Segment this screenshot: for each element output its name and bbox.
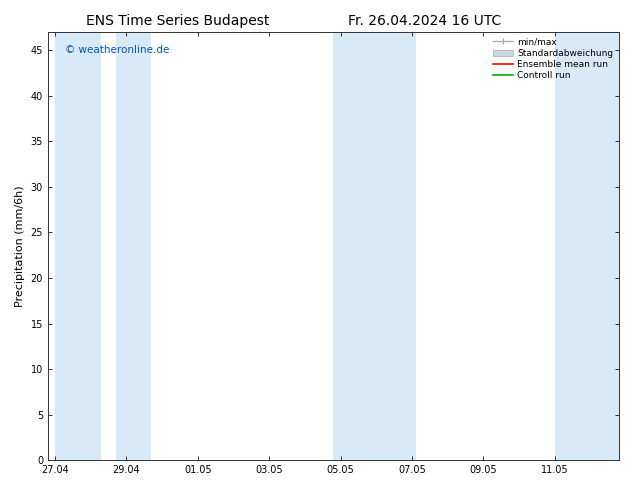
Text: Fr. 26.04.2024 16 UTC: Fr. 26.04.2024 16 UTC (348, 14, 501, 28)
Bar (55, 32, 101, 460)
Bar (555, 32, 598, 460)
Bar (598, 32, 619, 460)
Text: © weatheronline.de: © weatheronline.de (65, 45, 169, 55)
Legend: min/max, Standardabweichung, Ensemble mean run, Controll run: min/max, Standardabweichung, Ensemble me… (490, 35, 616, 83)
Y-axis label: Precipitation (mm/6h): Precipitation (mm/6h) (15, 185, 25, 307)
Text: ENS Time Series Budapest: ENS Time Series Budapest (86, 14, 269, 28)
Bar (387, 32, 415, 460)
Bar (333, 32, 387, 460)
Bar (116, 32, 152, 460)
